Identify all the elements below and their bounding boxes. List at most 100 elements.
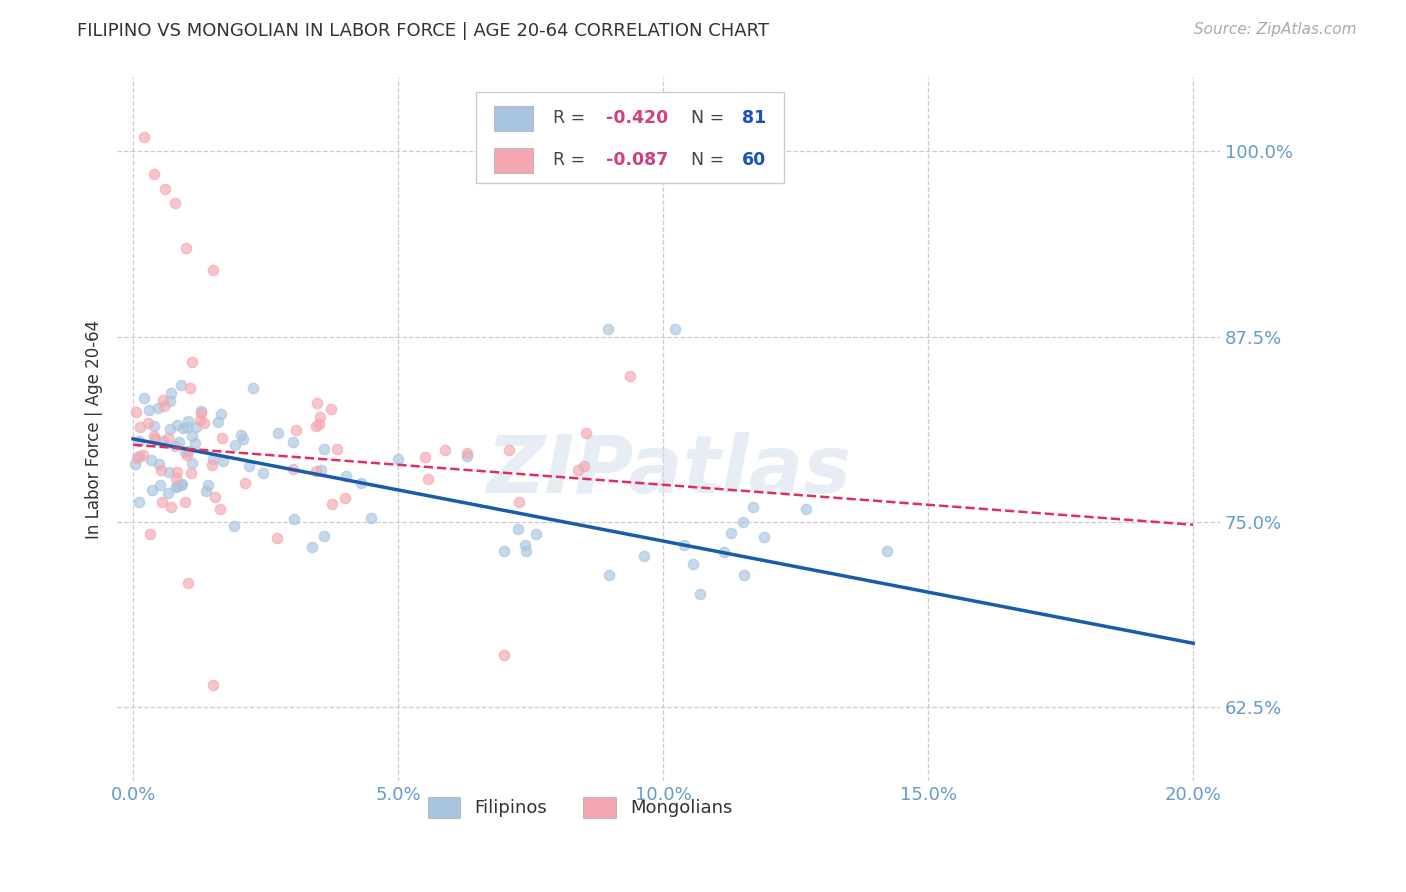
Point <box>204 490 226 504</box>
Point <box>741 500 763 514</box>
Point <box>494 648 516 662</box>
Point <box>305 464 328 478</box>
Point <box>513 538 536 552</box>
Point <box>284 424 307 438</box>
Point <box>301 540 323 554</box>
Point <box>166 418 188 433</box>
Point <box>143 167 166 181</box>
Point <box>190 404 212 418</box>
Point <box>754 530 776 544</box>
Point <box>312 528 335 542</box>
Point <box>456 450 478 464</box>
Point <box>181 355 204 369</box>
Point <box>143 432 166 446</box>
Point <box>149 477 172 491</box>
Point <box>266 532 288 546</box>
Point <box>494 544 516 558</box>
Point <box>190 407 212 421</box>
Point <box>672 538 695 552</box>
Text: -0.420: -0.420 <box>606 109 668 128</box>
Text: N =: N = <box>690 152 730 169</box>
Point <box>281 462 304 476</box>
Point <box>152 495 174 509</box>
Point <box>139 527 162 541</box>
Point <box>141 483 163 497</box>
Text: ZIPatlas: ZIPatlas <box>486 433 851 510</box>
Point <box>515 544 537 558</box>
Point <box>211 431 233 445</box>
Point <box>201 263 224 277</box>
Point <box>157 431 180 445</box>
Point <box>170 378 193 392</box>
Point <box>208 502 231 516</box>
Point <box>177 414 200 428</box>
Text: FILIPINO VS MONGOLIAN IN LABOR FORCE | AGE 20-64 CORRELATION CHART: FILIPINO VS MONGOLIAN IN LABOR FORCE | A… <box>77 22 769 40</box>
Point <box>308 417 330 431</box>
Point <box>224 438 246 452</box>
Point <box>148 458 170 472</box>
Point <box>305 418 328 433</box>
Point <box>209 407 232 421</box>
Point <box>153 181 176 195</box>
Point <box>201 458 224 472</box>
Text: N =: N = <box>690 109 730 128</box>
Point <box>177 576 200 591</box>
Point <box>165 480 187 494</box>
Point <box>186 420 208 434</box>
Point <box>314 442 336 457</box>
Point <box>142 429 165 443</box>
Point <box>524 527 547 541</box>
Point <box>232 433 254 447</box>
Point <box>664 322 686 336</box>
Point <box>572 458 595 473</box>
Point <box>159 394 181 409</box>
Point <box>207 415 229 429</box>
FancyBboxPatch shape <box>495 148 533 173</box>
Point <box>233 475 256 490</box>
Point <box>124 405 146 419</box>
Point <box>238 458 260 473</box>
Point <box>160 386 183 401</box>
Point <box>128 495 150 509</box>
Point <box>181 456 204 470</box>
Point <box>415 450 437 464</box>
Point <box>165 439 187 453</box>
Point <box>127 451 149 466</box>
Y-axis label: In Labor Force | Age 20-64: In Labor Force | Age 20-64 <box>86 319 103 539</box>
Point <box>170 476 193 491</box>
Point <box>267 425 290 440</box>
Point <box>157 465 180 479</box>
Point <box>508 495 530 509</box>
Point <box>124 458 146 472</box>
FancyBboxPatch shape <box>495 106 533 130</box>
Point <box>733 515 755 529</box>
Point <box>508 522 530 536</box>
Point <box>325 442 347 457</box>
Point <box>176 420 198 434</box>
Point <box>416 473 439 487</box>
Text: 81: 81 <box>742 109 766 128</box>
Point <box>689 587 711 601</box>
Point <box>172 421 194 435</box>
Point <box>176 448 198 462</box>
Point <box>229 428 252 442</box>
Point <box>333 491 356 505</box>
Point <box>796 501 818 516</box>
Point <box>179 381 201 395</box>
Text: 60: 60 <box>742 152 766 169</box>
Point <box>598 322 620 336</box>
Point <box>138 403 160 417</box>
Point <box>159 422 181 436</box>
Point <box>498 442 520 457</box>
Point <box>181 429 204 443</box>
Point <box>433 442 456 457</box>
Text: -0.087: -0.087 <box>606 152 668 169</box>
Point <box>281 435 304 450</box>
Point <box>252 466 274 480</box>
Point <box>193 416 215 430</box>
Point <box>165 470 187 484</box>
Point <box>713 545 735 559</box>
Point <box>733 568 755 582</box>
Point <box>575 425 598 440</box>
Point <box>166 479 188 493</box>
